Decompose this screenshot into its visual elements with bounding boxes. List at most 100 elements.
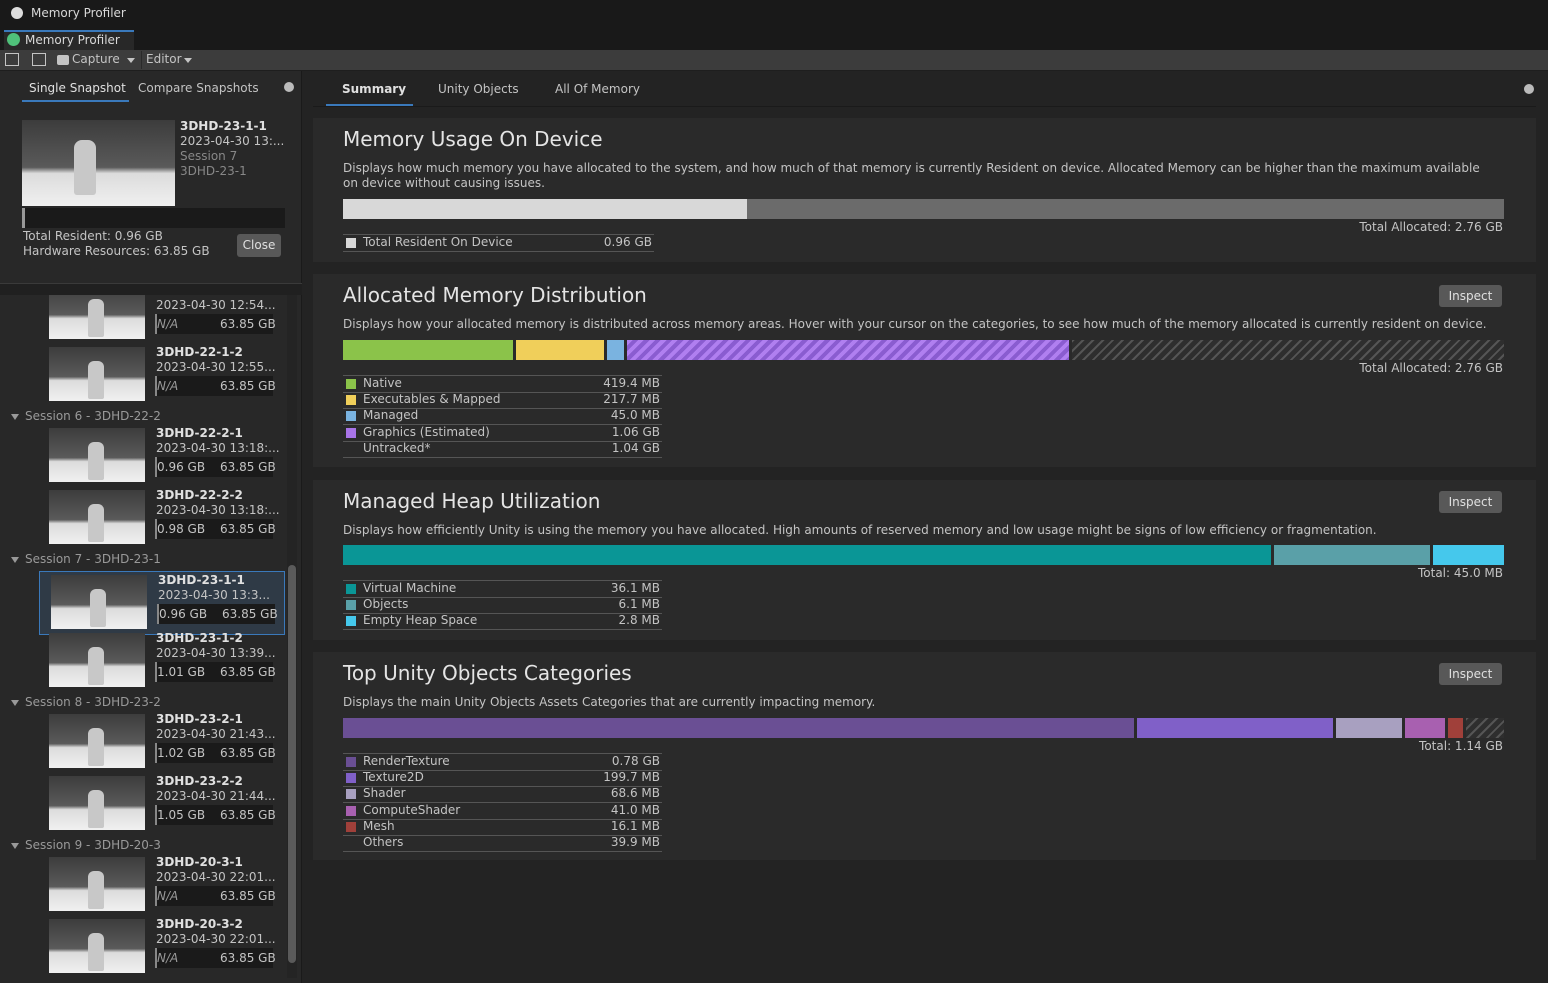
bar-segment: [1137, 718, 1333, 738]
row-rule: [343, 802, 662, 804]
item-resident: 1.05 GB: [157, 808, 206, 822]
bar-segment: [1466, 718, 1504, 738]
item-name: 3DHD-23-2-2: [156, 774, 243, 788]
left-tab[interactable]: Compare Snapshots: [138, 81, 259, 95]
bar-segment: [1274, 545, 1430, 565]
view-tab[interactable]: Unity Objects: [438, 82, 519, 96]
legend-value: 217.7 MB: [603, 392, 660, 407]
legend-swatch: [346, 379, 356, 389]
session-header[interactable]: Session 6 - 3DHD-22-2: [25, 409, 161, 423]
scroll-thumb: [288, 565, 296, 963]
row-rule: [343, 375, 662, 376]
title-bar: [0, 0, 1548, 28]
legend-label: Shader: [363, 786, 406, 801]
session-arrow[interactable]: [11, 700, 19, 706]
item-resident: 0.98 GB: [157, 522, 206, 536]
dropdown-arrow: [184, 58, 192, 63]
item-bar: [155, 886, 273, 906]
section-panel: [313, 118, 1536, 262]
import-button[interactable]: [32, 53, 46, 66]
target-button[interactable]: [141, 51, 195, 69]
legend-swatch: [346, 805, 356, 816]
section-total: Total: 45.0 MB: [1417, 566, 1503, 580]
tab-row: [0, 28, 1548, 50]
legend-label: Objects: [363, 597, 409, 612]
close-button[interactable]: Close: [237, 234, 281, 257]
item-hardware: 63.85 GB: [220, 522, 276, 536]
item-date: 2023-04-30 22:01...: [156, 932, 276, 946]
sidebar-toggle[interactable]: [5, 53, 19, 66]
legend-label: Graphics (Estimated): [363, 424, 490, 439]
item-hardware: 63.85 GB: [220, 665, 276, 679]
legend-value: 0.96 GB: [603, 235, 652, 249]
item-name: 3DHD-22-1-2: [156, 345, 243, 359]
session-header[interactable]: Session 9 - 3DHD-20-3: [25, 838, 161, 852]
camera-icon: [57, 55, 69, 65]
legend-swatch: [346, 821, 356, 832]
session-arrow[interactable]: [11, 557, 19, 563]
section-description: Displays the main Unity Objects Assets C…: [343, 695, 876, 709]
session-header[interactable]: Session 8 - 3DHD-23-2: [25, 695, 161, 709]
item-bar: [155, 457, 273, 477]
section-description: Displays how much memory you have alloca…: [343, 161, 1480, 190]
figure: [88, 790, 104, 828]
legend-value: 1.04 GB: [611, 440, 660, 455]
session-arrow[interactable]: [11, 843, 19, 849]
bar-segment: [1433, 545, 1504, 565]
legend-label: RenderTexture: [363, 754, 450, 768]
item-date: 2023-04-30 12:54...: [156, 298, 276, 312]
legend-label: Native: [363, 376, 402, 390]
bar-segment: [343, 199, 747, 219]
item-name: 3DHD-22-2-2: [156, 488, 243, 502]
item-bar: [157, 604, 275, 624]
item-hardware: 63.85 GB: [220, 951, 276, 965]
item-name: 3DHD-23-1-1: [158, 573, 245, 587]
app-icon: [11, 7, 23, 19]
bar-segment: [1405, 718, 1445, 738]
item-date: 2023-04-30 13:3...: [158, 588, 270, 602]
view-tab[interactable]: All Of Memory: [555, 82, 640, 96]
item-name: 3DHD-23-1-2: [156, 631, 243, 645]
inspect-button[interactable]: Inspect: [1439, 663, 1502, 685]
row-rule: [343, 597, 662, 598]
item-bar: [155, 519, 273, 539]
row-rule: [343, 408, 662, 410]
target-label: Editor: [146, 52, 182, 66]
inspect-button[interactable]: Inspect: [1439, 491, 1502, 513]
figure: [88, 361, 104, 399]
tab-underline: [22, 100, 129, 102]
help-icon[interactable]: [284, 82, 294, 92]
session-header[interactable]: Session 7 - 3DHD-23-1: [25, 552, 161, 566]
legend-value: 36.1 MB: [610, 581, 660, 595]
help-icon[interactable]: [1524, 84, 1534, 94]
legend-swatch: [346, 427, 356, 438]
item-resident: 1.01 GB: [157, 665, 206, 679]
bar-segment: [1336, 718, 1402, 738]
row-rule: [343, 629, 662, 631]
bar-segment: [343, 545, 1271, 565]
figure: [88, 504, 104, 542]
item-resident: N/A: [157, 951, 179, 965]
item-date: 2023-04-30 21:44...: [156, 789, 276, 803]
snapshot-list: 2023-04-30 12:54... N/A 63.85 GB 3DHD-22-1-…: [0, 295, 286, 978]
legend-value: 1.06 GB: [611, 424, 660, 439]
view-tab[interactable]: Summary: [342, 82, 407, 96]
item-bar: [155, 662, 273, 682]
divider: [0, 283, 302, 295]
figure: [88, 299, 104, 337]
session-arrow[interactable]: [11, 414, 19, 420]
inspect-button[interactable]: Inspect: [1439, 285, 1502, 307]
legend-label: Empty Heap Space: [363, 613, 478, 628]
legend-label: Executables & Mapped: [363, 392, 501, 407]
figure: [88, 442, 104, 480]
row-rule: [343, 851, 662, 852]
item-bar: [155, 743, 273, 763]
figure: [88, 871, 104, 909]
legend-swatch: [346, 395, 356, 406]
item-date: 2023-04-30 13:18:...: [156, 503, 280, 517]
left-tab[interactable]: Single Snapshot: [29, 81, 126, 95]
item-bar: [155, 948, 273, 968]
item-hardware: 63.85 GB: [220, 317, 276, 331]
total-resident: Total Resident: 0.96 GB: [23, 229, 163, 243]
window-tab[interactable]: [4, 30, 134, 50]
